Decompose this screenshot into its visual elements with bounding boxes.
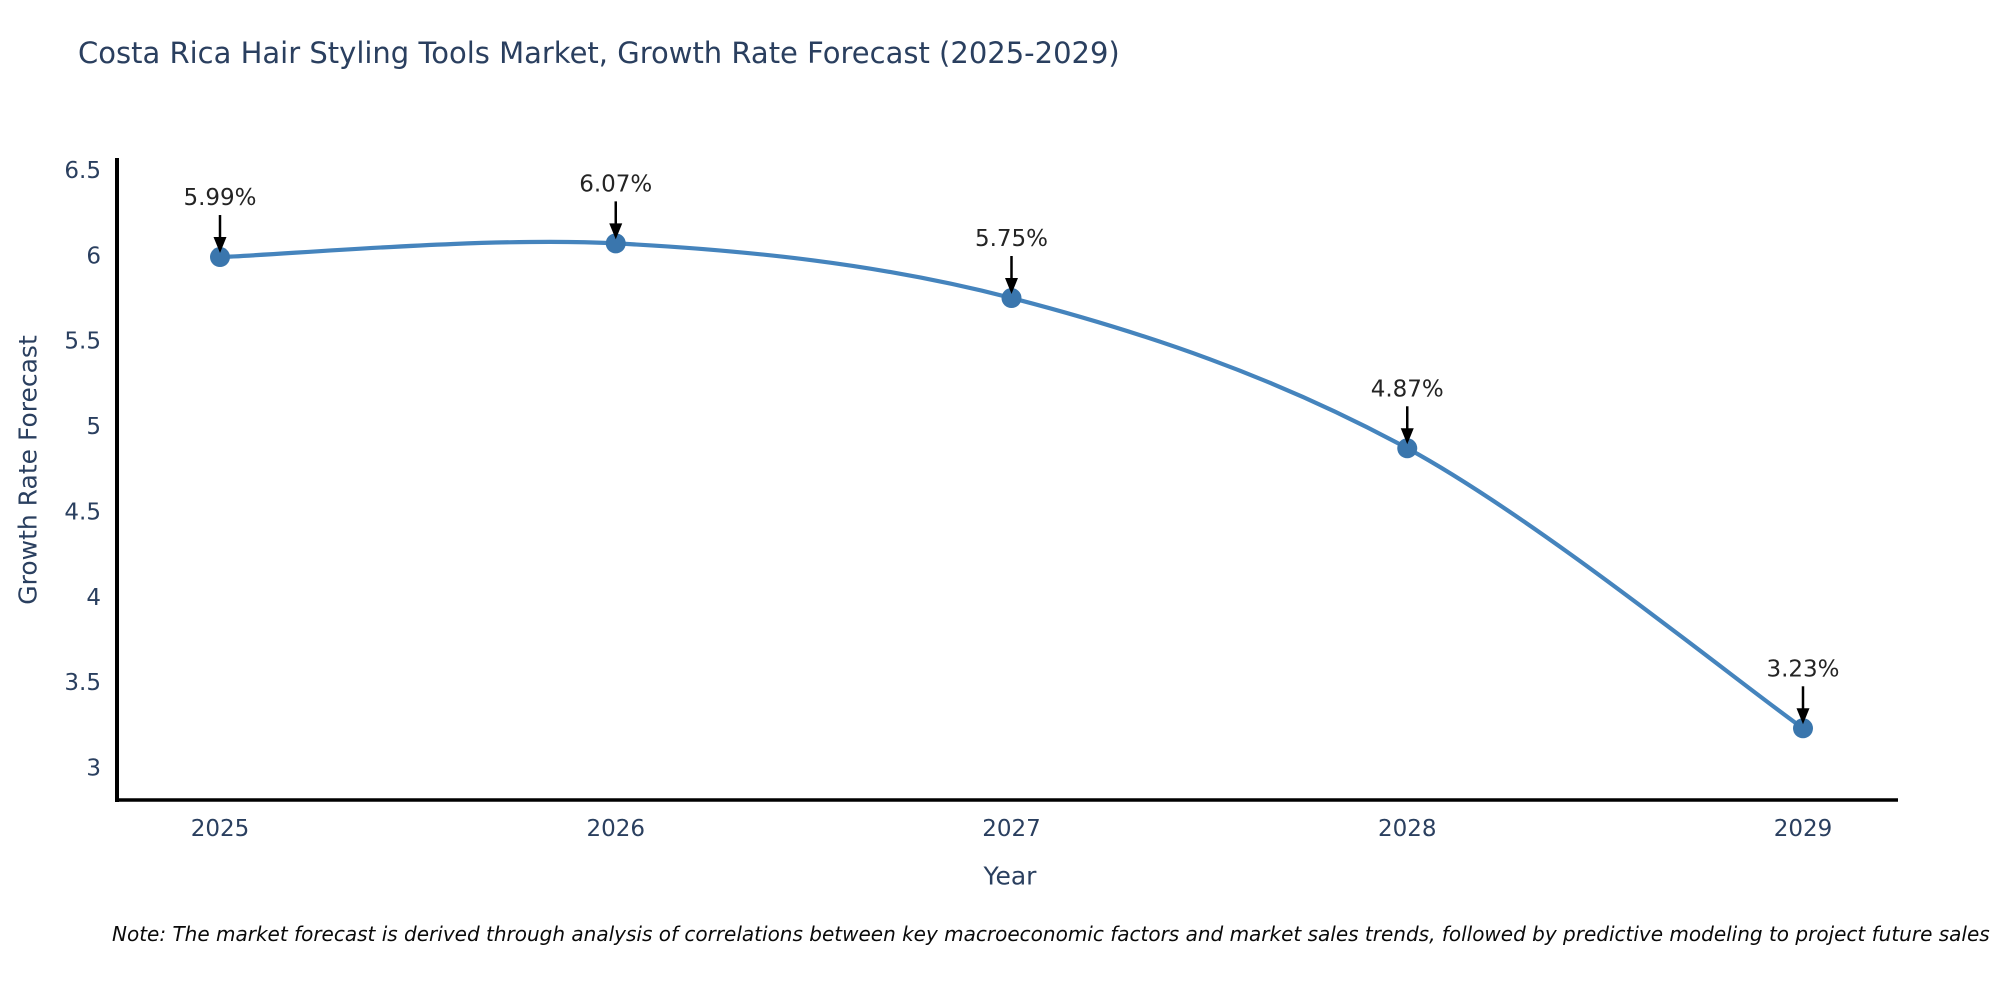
annotation-arrow-head [1005,278,1018,295]
y-axis-tick-label: 6.5 [64,158,101,184]
annotation-arrow-head [213,237,227,254]
y-axis-title: Growth Rate Forecast [13,335,43,605]
x-axis-tick-label: 2029 [1774,816,1833,842]
data-point-marker [1001,288,1022,309]
y-axis-tick-label: 5 [86,414,101,440]
y-axis-tick-label: 3.5 [64,670,101,696]
x-axis-tick-label: 2025 [191,816,250,842]
annotation-label: 3.23% [1766,656,1839,682]
data-point-marker [210,247,230,268]
y-axis-tick-label: 4 [86,585,101,611]
x-axis-title: Year [983,861,1037,891]
x-axis-tick-label: 2028 [1378,816,1437,842]
x-axis-tick-label: 2027 [982,816,1041,842]
y-axis-tick-label: 3 [86,756,101,782]
data-point-marker [1793,718,1813,739]
annotation-label: 5.75% [975,226,1048,252]
y-axis-tick-label: 6 [86,243,101,269]
trend-line [217,239,1806,731]
annotation-label: 5.99% [183,185,256,211]
annotation-label: 4.87% [1371,376,1444,402]
data-point-marker [1397,438,1418,459]
annotation-arrow-head [1796,708,1810,725]
x-axis-tick-label: 2026 [586,816,645,842]
y-axis-tick-label: 5.5 [64,329,101,355]
chart-title: Costa Rica Hair Styling Tools Market, Gr… [78,36,1120,70]
annotation-arrow-head [609,223,623,240]
y-axis-tick-label: 4.5 [64,499,101,525]
annotation-label: 6.07% [579,171,652,197]
annotation-arrow-head [1400,428,1414,445]
footnote: Note: The market forecast is derived thr… [112,922,1990,946]
data-point-marker [605,233,626,254]
